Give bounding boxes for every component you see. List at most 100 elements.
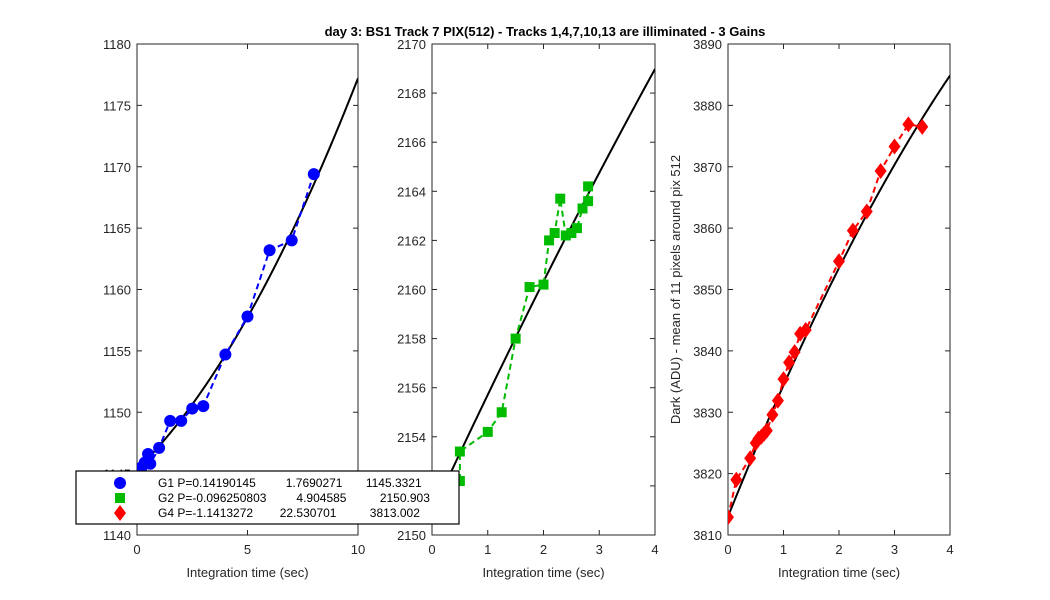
y-tick-label: 1180 (103, 37, 131, 52)
x-tick-label: 5 (244, 542, 251, 557)
plot-area (432, 68, 655, 521)
y-tick-label: 2156 (397, 381, 426, 396)
data-point (874, 163, 887, 180)
x-tick-label: 4 (651, 542, 658, 557)
data-point (788, 344, 801, 361)
data-point (510, 333, 521, 344)
data-point (902, 116, 915, 133)
data-point (799, 322, 812, 339)
axes-box (727, 43, 951, 536)
y-tick-label: 2168 (397, 86, 426, 101)
legend-label: G2 P=-0.096250803 4.904585 2150.903 (158, 491, 430, 505)
y-tick-label: 3820 (693, 467, 722, 482)
y-tick-label: 3850 (693, 283, 722, 298)
legend-marker (114, 477, 126, 489)
data-point (219, 348, 232, 361)
data-point (555, 193, 566, 204)
data-point (888, 138, 901, 155)
y-tick-label: 3880 (693, 98, 722, 113)
data-point (583, 181, 594, 192)
data-point (583, 196, 594, 207)
plot-area (728, 74, 950, 526)
data-point (846, 222, 859, 239)
data-point (560, 230, 571, 241)
y-tick-label: 1170 (103, 160, 131, 175)
data-point (241, 310, 254, 323)
data-point (771, 392, 784, 409)
x-tick-label: 2 (540, 542, 547, 557)
y-tick-label: 1140 (103, 528, 131, 543)
data-point (860, 203, 873, 220)
legend-marker (115, 493, 125, 503)
y-tick-label: 3810 (693, 528, 722, 543)
y-tick-label: 2154 (397, 430, 426, 445)
data-point (482, 426, 493, 437)
data-point (524, 282, 535, 293)
x-tick-label: 10 (351, 542, 365, 557)
y-tick-label: 2166 (397, 135, 426, 150)
y-tick-label: 1175 (103, 98, 131, 113)
y-tick-label: 3830 (693, 405, 722, 420)
y-tick-label: 3870 (693, 160, 722, 175)
data-point (454, 446, 465, 457)
y-axis-label: Dark (ADU) - mean of 11 pixels around pi… (668, 155, 683, 424)
data-point (766, 406, 779, 423)
data-point (175, 414, 188, 427)
data-point (577, 203, 588, 214)
data-point (916, 118, 929, 135)
legend-box (75, 470, 460, 525)
panel-middle: 0123421502152215421562158216021622164216… (397, 37, 659, 580)
x-axis-label: Integration time (sec) (186, 565, 308, 580)
data-point (153, 441, 166, 454)
x-axis-label: Integration time (sec) (482, 565, 604, 580)
x-tick-label: 0 (428, 542, 435, 557)
data-point (744, 450, 757, 467)
x-tick-label: 1 (780, 542, 787, 557)
data-point (164, 414, 177, 427)
y-tick-label: 2164 (397, 184, 426, 199)
chart-title: day 3: BS1 Track 7 PIX(512) - Tracks 1,4… (325, 24, 766, 39)
y-tick-label: 2158 (397, 332, 426, 347)
x-tick-label: 2 (835, 542, 842, 557)
panel-left: 0510114011451150115511601165117011751180… (103, 37, 365, 580)
data-point (566, 228, 577, 239)
data-point (783, 354, 796, 371)
x-tick-label: 4 (946, 542, 953, 557)
y-tick-label: 2162 (397, 233, 426, 248)
data-point (144, 457, 157, 470)
axes-box (136, 43, 359, 536)
y-tick-label: 3840 (693, 344, 722, 359)
data-point (142, 447, 155, 460)
x-tick-label: 3 (596, 542, 603, 557)
legend-marker (114, 505, 126, 521)
y-tick-label: 1155 (103, 344, 131, 359)
x-axis-label: Integration time (sec) (778, 565, 900, 580)
data-point (538, 279, 549, 290)
data-point (760, 422, 773, 439)
data-point (730, 471, 743, 488)
data-point (833, 253, 845, 270)
data-point (496, 407, 507, 418)
y-tick-label: 3860 (693, 221, 722, 236)
legend-label: G1 P=0.14190145 1.7690271 1145.3321 (158, 476, 422, 490)
data-point (285, 234, 298, 247)
y-tick-label: 2150 (397, 528, 426, 543)
data-point (777, 371, 790, 388)
data-point (307, 168, 320, 181)
x-tick-label: 1 (484, 542, 491, 557)
chart-panels: 0510114011451150115511601165117011751180… (103, 37, 954, 580)
y-tick-label: 1160 (103, 283, 131, 298)
data-point (186, 402, 199, 415)
x-tick-label: 3 (891, 542, 898, 557)
data-point (263, 244, 276, 257)
data-point (197, 400, 210, 413)
y-tick-label: 3890 (693, 37, 722, 52)
y-tick-label: 1165 (103, 221, 131, 236)
data-point (728, 509, 734, 526)
y-tick-label: 2160 (397, 283, 426, 298)
data-point (571, 223, 582, 234)
y-tick-label: 2170 (397, 37, 426, 52)
x-tick-label: 0 (133, 542, 140, 557)
legend-label: G4 P=-1.1413272 22.530701 3813.002 (158, 506, 420, 520)
